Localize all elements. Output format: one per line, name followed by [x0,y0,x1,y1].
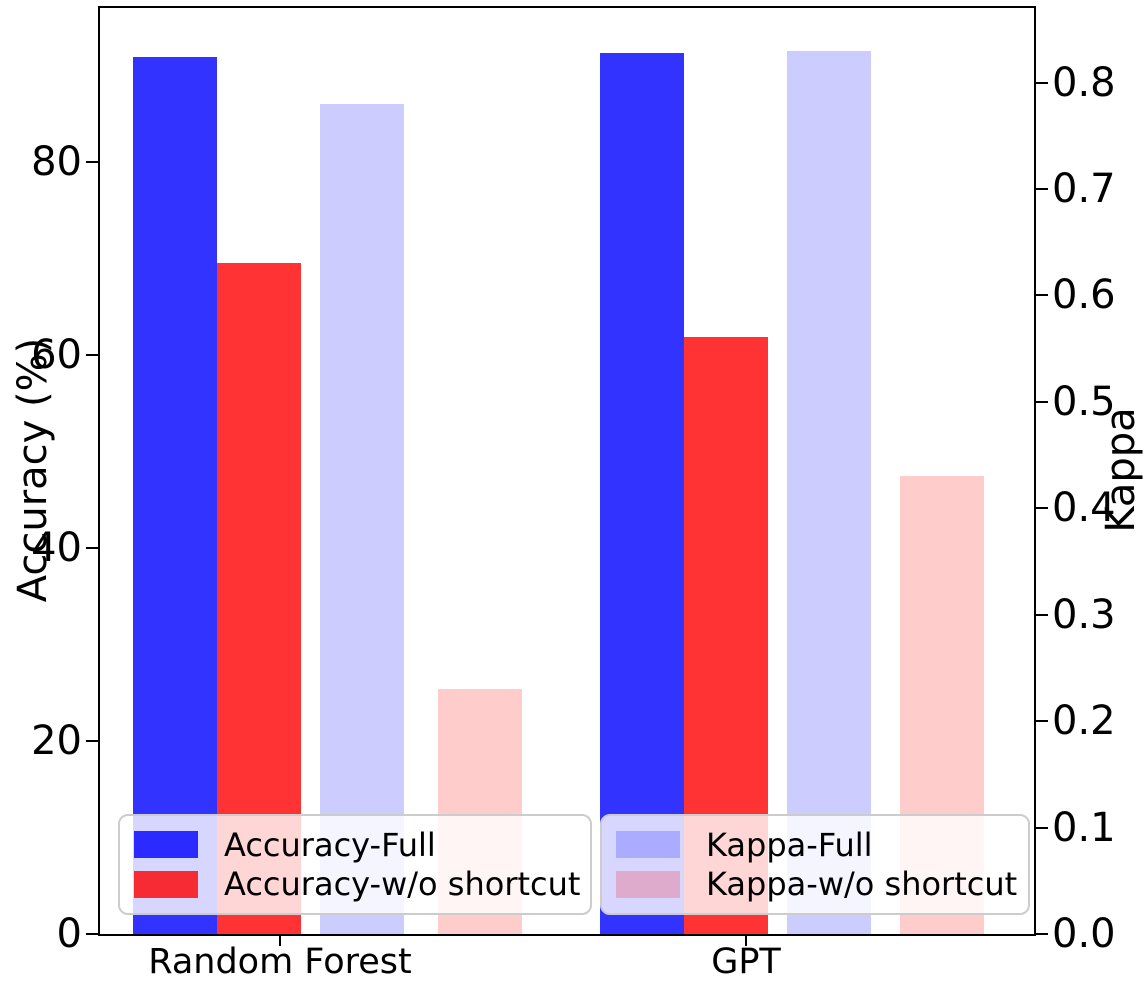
x-tick-mark [279,934,281,946]
legend-label-kappa-w-o-shortcut: Kappa-w/o shortcut [706,865,1018,904]
y-tick-label-right: 0.6 [1052,272,1116,319]
y-tick-label-right: 0.0 [1052,911,1116,957]
x-tick-label-random-forest: Random Forest [148,942,412,982]
y-tick-label-right: 0.8 [1052,59,1116,106]
legend-item-accuracy-w-o-shortcut: Accuracy-w/o shortcut [134,865,580,903]
x-tick-label-gpt: GPT [711,942,781,982]
bar-gpt-kappa-full [787,51,871,934]
bar-random-forest-kappa-full [320,104,404,934]
x-tick-mark [745,934,747,946]
legend-kappa: Kappa-Full Kappa-w/o shortcut [600,814,1030,915]
y-tick-label-right: 0.3 [1052,591,1116,638]
bar-random-forest-accuracy-full [133,57,217,934]
y-tick-label-left: 60 [31,332,82,379]
y-tick-label-left: 80 [31,139,82,186]
legend-swatch-accuracy-w-o-shortcut [134,870,198,898]
y-tick-label-right: 0.4 [1052,485,1116,532]
y-tick-mark-left [86,354,98,357]
y-tick-mark-left [86,161,98,164]
right-axis-title: Kappa [1098,407,1144,533]
y-tick-label-left: 40 [31,525,82,572]
legend-item-kappa-w-o-shortcut: Kappa-w/o shortcut [616,865,1018,904]
y-tick-label-right: 0.5 [1052,378,1116,425]
left-axis-title: Accuracy (%) [10,337,56,603]
y-tick-mark-right [1036,720,1048,723]
y-tick-mark-right [1036,613,1048,616]
y-tick-label-right: 0.7 [1052,165,1116,212]
legend-swatch-kappa-w-o-shortcut [616,870,680,898]
y-tick-label-left: 20 [31,718,82,765]
legend-accuracy: Accuracy-Full Accuracy-w/o shortcut [118,814,592,915]
y-tick-mark-right [1036,81,1048,84]
legend-swatch-kappa-full [616,831,680,859]
y-tick-label-left: 0 [56,911,82,957]
y-tick-mark-right [1036,294,1048,297]
y-tick-mark-right [1036,826,1048,829]
y-tick-mark-left [86,740,98,743]
y-tick-mark-right [1036,187,1048,190]
y-tick-mark-right [1036,400,1048,403]
legend-label-kappa-full: Kappa-Full [706,825,873,864]
legend-swatch-accuracy-full [134,831,198,859]
legend-label-accuracy-w-o-shortcut: Accuracy-w/o shortcut [224,865,581,904]
y-tick-label-right: 0.1 [1052,804,1116,851]
y-tick-mark-right [1036,507,1048,510]
bar-gpt-accuracy-full [600,53,684,934]
y-tick-label-right: 0.2 [1052,698,1116,745]
y-tick-mark-right [1036,933,1048,935]
y-tick-mark-left [86,547,98,550]
legend-item-kappa-full: Kappa-Full [616,826,1014,864]
plot-area: 0 20 40 60 80 0.0 0.1 0.2 0.3 0.4 0.5 0.6 0.7 0.8 Rand… [31,6,1116,982]
legend-label-accuracy-full: Accuracy-Full [224,825,436,864]
legend-item-accuracy-full: Accuracy-Full [134,826,576,864]
y-tick-mark-left [86,933,98,935]
